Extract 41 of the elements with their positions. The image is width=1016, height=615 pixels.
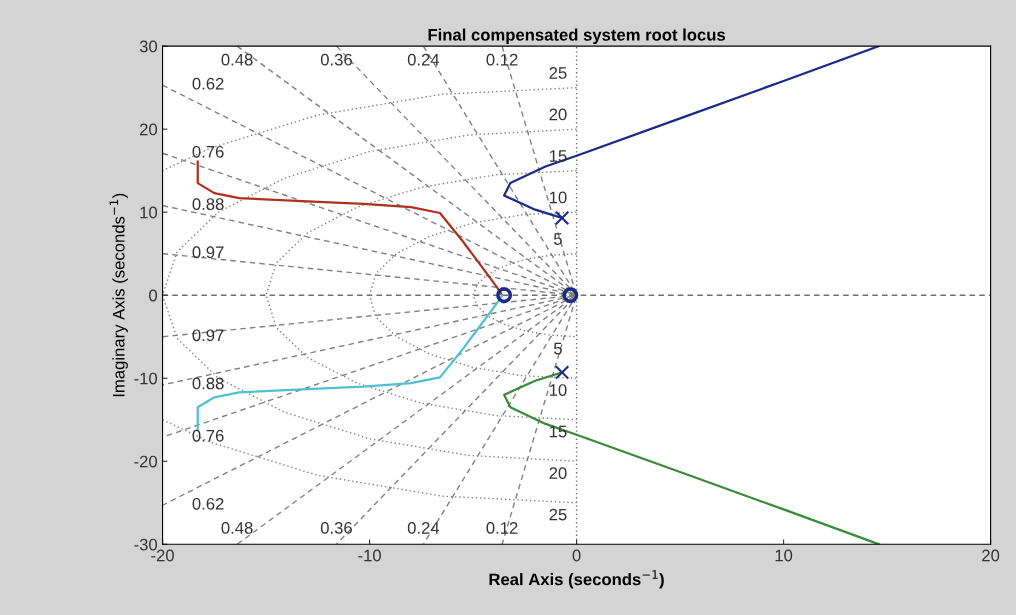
series-label: 0.12 — [486, 53, 518, 66]
y-tick-label: 10 — [140, 206, 158, 219]
text: 0.62 — [192, 77, 224, 90]
y-axis-title: Imaginary Axis (seconds$^{−1}$) — [109, 193, 128, 397]
text: 0.36 — [320, 53, 352, 66]
x-tick-label: -20 — [151, 549, 174, 562]
x-tick-label: 20 — [982, 549, 1000, 562]
text: 0.48 — [221, 53, 253, 66]
text: 20 — [549, 108, 567, 121]
series-label: 5 — [553, 342, 562, 355]
text: 10 — [549, 191, 567, 204]
series-label: 0.76 — [192, 429, 224, 442]
y-tick-label: -10 — [134, 372, 158, 385]
series-label: 15 — [549, 425, 567, 438]
x-tick-label: -10 — [358, 549, 381, 562]
series-label: 0.97 — [192, 329, 224, 342]
series-label: 0.88 — [192, 377, 224, 390]
series-label: 0.48 — [221, 522, 253, 534]
series-label: 25 — [549, 508, 567, 521]
text: 15 — [549, 150, 567, 162]
x-axis-title: Real Axis (seconds$^{−1}$) — [489, 570, 664, 589]
text: 0.12 — [486, 522, 518, 534]
y-tick-label: 0 — [149, 289, 158, 302]
series-label: 10 — [549, 384, 567, 396]
y-tick-label: -30 — [134, 538, 158, 551]
text: 0.88 — [192, 198, 224, 211]
chart-title: Final compensated system root locus — [428, 28, 726, 45]
text: 5 — [553, 233, 562, 245]
text: 0.76 — [192, 145, 224, 158]
y-tick-label: -20 — [134, 455, 158, 468]
series-label: 0.36 — [320, 522, 352, 534]
series-label: 0.24 — [407, 522, 440, 534]
x-tick-label: 10 — [775, 549, 793, 562]
y-tick-label: 30 — [139, 40, 158, 53]
series-label: 20 — [549, 467, 567, 480]
y-tick-label: 20 — [140, 123, 158, 136]
text: 0.97 — [192, 246, 224, 259]
text: 25 — [549, 67, 567, 79]
series-label: 0.62 — [192, 497, 224, 510]
x-tick-label: 0 — [572, 549, 581, 562]
text: 0.24 — [407, 53, 440, 66]
